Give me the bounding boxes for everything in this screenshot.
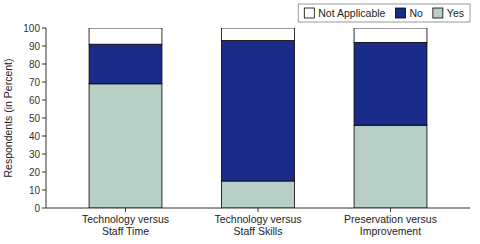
y-tick (42, 28, 46, 29)
y-tick-label: 40 (29, 131, 41, 142)
bar-segment (354, 125, 427, 208)
y-tick (42, 136, 46, 137)
y-tick (42, 154, 46, 155)
y-tick (42, 118, 46, 119)
legend-label: Not Applicable (318, 7, 385, 19)
y-tick (42, 190, 46, 191)
y-tick-label: 50 (29, 113, 41, 124)
y-tick-label: 80 (29, 59, 41, 70)
chart: 0 10 20 30 40 50 60 70 80 90 100 Respondents (in Pe… (0, 0, 480, 244)
x-tick-label: Technology versusStaff Skills (215, 213, 302, 237)
y-axis-label: Respondents (in Percent) (2, 58, 14, 177)
legend-swatch (395, 8, 405, 18)
x-tick (390, 208, 391, 212)
x-tick (258, 208, 259, 212)
x-tick-label-line: Improvement (360, 225, 421, 237)
legend: Not Applicable No Yes (298, 4, 470, 22)
x-tick-label: Preservation versusImprovement (344, 213, 437, 237)
x-tick (125, 208, 126, 212)
bars (89, 28, 427, 208)
bar-segment (89, 28, 162, 44)
x-tick-label: Technology versusStaff Time (82, 213, 169, 237)
y-tick-label: 70 (29, 77, 41, 88)
y-tick-label: 60 (29, 95, 41, 106)
y-tick-label: 30 (29, 149, 41, 160)
legend-frame (298, 4, 470, 22)
bar-segment (89, 84, 162, 208)
y-tick-label: 0 (34, 203, 40, 214)
bar-segment (354, 42, 427, 125)
legend-label: No (409, 7, 423, 19)
bar-segment (222, 28, 295, 41)
bar-segment (354, 28, 427, 42)
bar-segment (222, 41, 295, 181)
y-tick-label: 20 (29, 167, 41, 178)
y-tick (42, 46, 46, 47)
y-tick (42, 82, 46, 83)
y-tick-label: 10 (29, 185, 41, 196)
bar-segment (89, 44, 162, 84)
y-tick-label: 100 (23, 23, 40, 34)
x-tick-label-line: Preservation versus (344, 213, 437, 225)
y-tick (42, 208, 46, 209)
x-tick-label-line: Staff Time (102, 225, 149, 237)
x-tick-label-line: Staff Skills (234, 225, 283, 237)
y-tick (42, 100, 46, 101)
y-tick (42, 172, 46, 173)
x-tick-label-line: Technology versus (215, 213, 302, 225)
bar-segment (222, 181, 295, 208)
x-tick-label-line: Technology versus (82, 213, 169, 225)
y-tick-label: 90 (29, 41, 41, 52)
legend-swatch (304, 8, 314, 18)
y-tick (42, 64, 46, 65)
legend-swatch (433, 8, 443, 18)
legend-label: Yes (447, 7, 464, 19)
